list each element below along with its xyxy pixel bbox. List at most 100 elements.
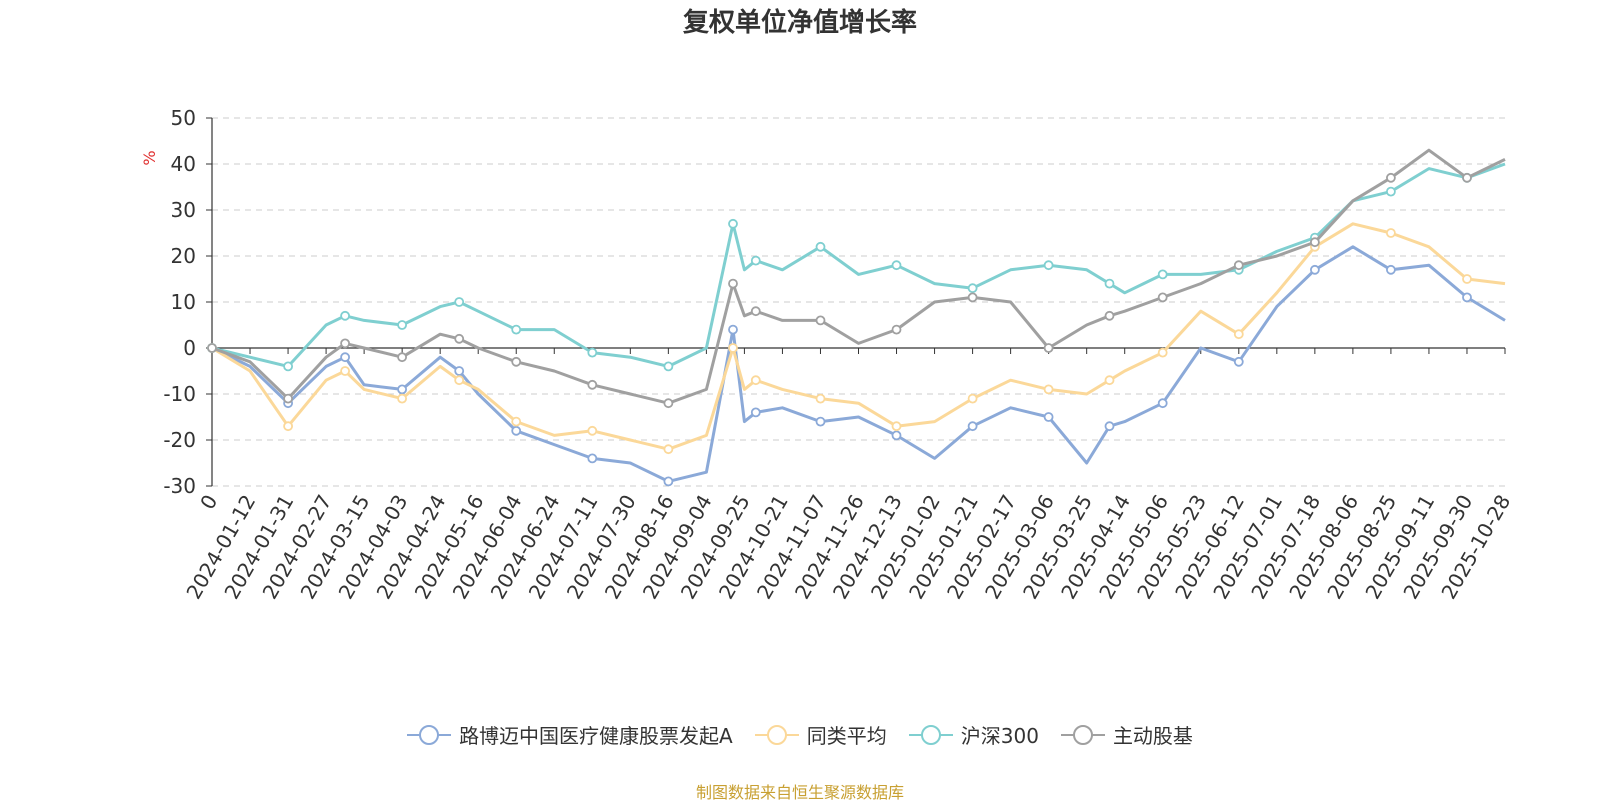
y-tick-label: 10 bbox=[171, 290, 196, 314]
series-point bbox=[728, 324, 738, 335]
series-point bbox=[967, 283, 978, 294]
series-point bbox=[397, 393, 408, 404]
legend: 路博迈中国医疗健康股票发起A 同类平均 沪深300 主动股基 bbox=[0, 720, 1600, 749]
series-point bbox=[891, 430, 902, 441]
y-tick-label: 30 bbox=[171, 198, 196, 222]
legend-item[interactable]: 路博迈中国医疗健康股票发起A bbox=[407, 720, 733, 749]
legend-label: 路博迈中国医疗健康股票发起A bbox=[459, 724, 733, 748]
y-tick-label: 50 bbox=[171, 106, 196, 130]
y-axis-label: % bbox=[140, 150, 159, 165]
legend-label: 沪深300 bbox=[960, 724, 1039, 748]
series-point bbox=[283, 393, 294, 404]
series-line bbox=[211, 245, 1506, 483]
series-point bbox=[815, 416, 826, 427]
series-point bbox=[728, 343, 738, 353]
series-point bbox=[1462, 292, 1472, 303]
y-tick-label: -30 bbox=[163, 474, 196, 498]
series-point bbox=[967, 292, 978, 303]
series-point bbox=[1104, 310, 1115, 321]
legend-line-icon bbox=[1060, 724, 1105, 745]
series-point bbox=[340, 310, 351, 321]
series-point bbox=[1310, 237, 1320, 248]
series-point bbox=[587, 347, 598, 358]
series-line bbox=[211, 162, 1506, 368]
legend-item[interactable]: 沪深300 bbox=[908, 720, 1039, 749]
series-point bbox=[587, 453, 598, 464]
series-point bbox=[397, 320, 408, 330]
series-point bbox=[1386, 172, 1396, 183]
y-tick-label: 0 bbox=[183, 336, 196, 360]
legend-line-icon bbox=[754, 724, 799, 745]
legend-item[interactable]: 主动股基 bbox=[1060, 720, 1193, 749]
series-point bbox=[283, 361, 294, 372]
series-point bbox=[1462, 274, 1472, 284]
series-line bbox=[211, 148, 1506, 405]
chart-title: 复权单位净值增长率 bbox=[682, 8, 917, 38]
series-point bbox=[1043, 260, 1054, 271]
y-tick-label: 20 bbox=[171, 244, 196, 268]
series-point bbox=[1104, 278, 1115, 289]
legend-line-icon bbox=[908, 724, 953, 745]
series-point bbox=[340, 352, 351, 363]
series-point bbox=[663, 476, 674, 487]
series-point bbox=[1043, 412, 1054, 422]
series-point bbox=[283, 421, 294, 432]
y-tick-label: 40 bbox=[171, 152, 196, 176]
series-point bbox=[815, 315, 826, 326]
source-note: 制图数据来自恒生聚源数据库 bbox=[695, 783, 904, 802]
series-point bbox=[454, 297, 465, 307]
series-point bbox=[1157, 347, 1168, 358]
x-tick-label: 0 bbox=[195, 491, 222, 514]
y-tick-label: -10 bbox=[163, 382, 196, 406]
series-point bbox=[1157, 269, 1168, 280]
series-point bbox=[967, 393, 978, 404]
series-point bbox=[1386, 186, 1396, 197]
series-point bbox=[511, 356, 522, 367]
series-line bbox=[211, 222, 1506, 451]
series-point bbox=[1043, 343, 1054, 353]
axes: -30-20-1001020304050%02024-01-122024-01-… bbox=[140, 106, 1515, 603]
series-point bbox=[511, 416, 522, 427]
series-point bbox=[1386, 264, 1396, 275]
series-point bbox=[1310, 264, 1320, 275]
series-point bbox=[728, 218, 738, 229]
series-point bbox=[815, 241, 826, 252]
series-point bbox=[397, 352, 408, 363]
series-point bbox=[750, 375, 761, 386]
legend-label: 主动股基 bbox=[1112, 724, 1193, 748]
grid-lines bbox=[212, 117, 1505, 487]
legend-line-icon bbox=[407, 724, 452, 745]
series-point bbox=[587, 379, 598, 390]
series-point bbox=[891, 324, 902, 335]
series-point bbox=[1233, 356, 1244, 367]
series-lines bbox=[207, 148, 1506, 487]
y-tick-label: -20 bbox=[163, 428, 196, 452]
series-point bbox=[1104, 375, 1115, 386]
series-point bbox=[1462, 172, 1472, 183]
series-point bbox=[815, 393, 826, 404]
series-point bbox=[728, 278, 738, 289]
series-point bbox=[750, 407, 761, 418]
series-point bbox=[663, 398, 674, 409]
legend-item[interactable]: 同类平均 bbox=[754, 720, 887, 749]
series-point bbox=[454, 375, 465, 386]
series-point bbox=[511, 425, 522, 436]
series-point bbox=[1043, 384, 1054, 395]
series-point bbox=[663, 444, 674, 455]
series-point bbox=[1386, 228, 1396, 238]
series-point bbox=[207, 343, 217, 353]
series-point bbox=[891, 421, 902, 432]
series-point bbox=[511, 324, 522, 335]
series-point bbox=[340, 366, 351, 376]
legend-label: 同类平均 bbox=[806, 724, 887, 748]
series-point bbox=[397, 384, 408, 395]
series-point bbox=[454, 333, 465, 344]
series-point bbox=[1233, 260, 1244, 271]
series-point bbox=[1157, 398, 1168, 409]
series-point bbox=[663, 361, 674, 372]
series-point bbox=[750, 255, 761, 266]
series-point bbox=[1233, 329, 1244, 340]
series-point bbox=[891, 260, 902, 271]
series-point bbox=[967, 421, 978, 432]
